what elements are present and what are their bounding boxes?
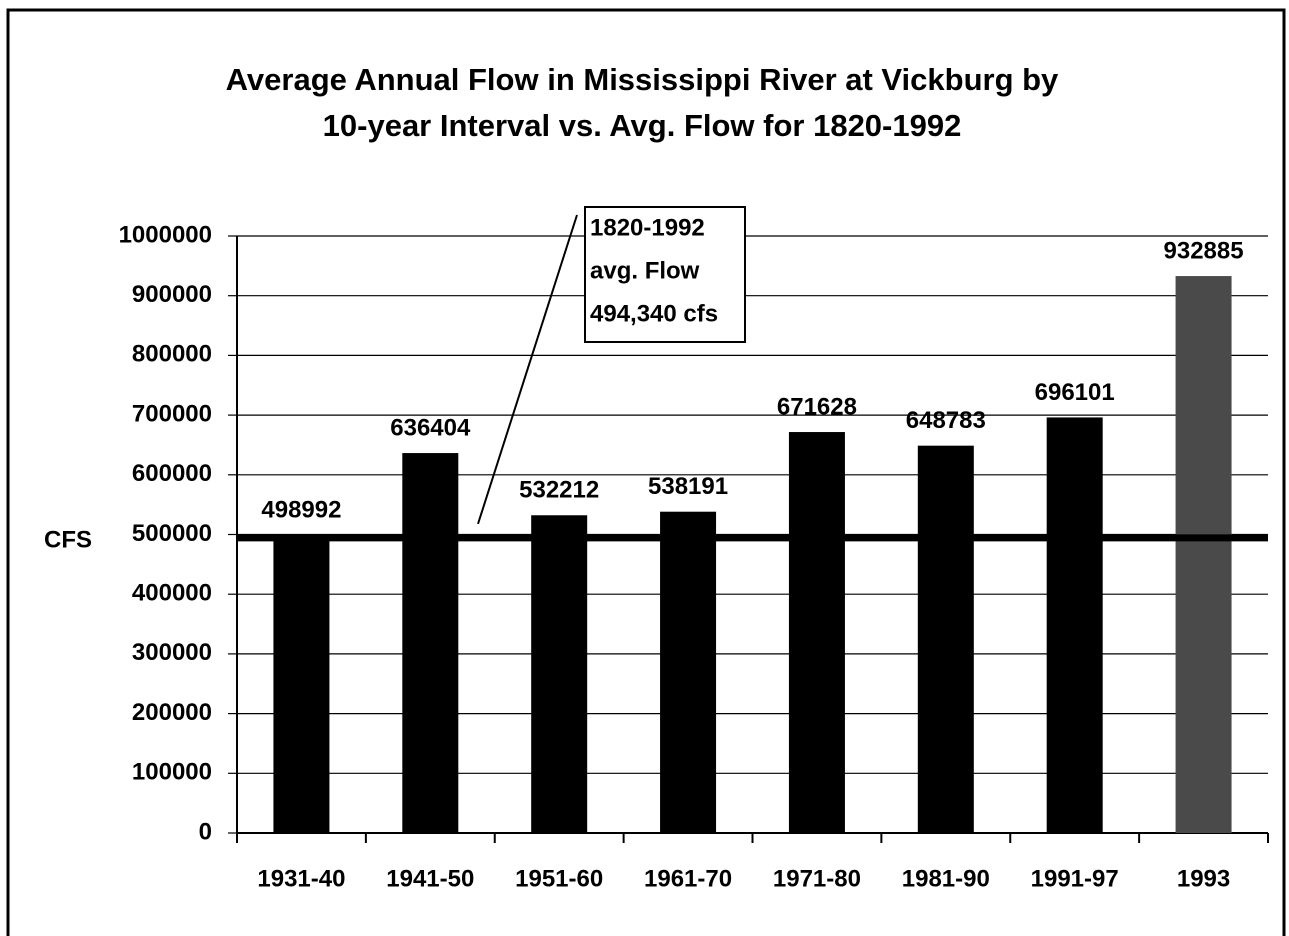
y-tick-label: 900000 <box>132 281 212 308</box>
annotation-text: 1820-1992 <box>590 214 705 241</box>
bar <box>788 432 845 833</box>
data-label: 648783 <box>906 407 986 434</box>
x-tick-label: 1991-97 <box>1031 865 1119 892</box>
bar <box>1175 276 1232 834</box>
data-label: 498992 <box>261 496 341 523</box>
data-label: 538191 <box>648 473 728 500</box>
chart-title: Average Annual Flow in Mississippi River… <box>226 62 1059 97</box>
y-axis-label: CFS <box>44 526 92 553</box>
bar <box>917 445 974 833</box>
chart-title: 10-year Interval vs. Avg. Flow for 1820-… <box>323 108 962 143</box>
x-tick-label: 1993 <box>1177 865 1230 892</box>
y-tick-label: 400000 <box>132 580 212 607</box>
y-tick-label: 800000 <box>132 341 212 368</box>
bar <box>660 511 717 833</box>
y-tick-label: 300000 <box>132 639 212 666</box>
y-tick-label: 600000 <box>132 460 212 487</box>
data-label: 636404 <box>390 414 471 441</box>
data-label: 671628 <box>777 393 857 420</box>
annotation-box <box>584 206 746 343</box>
y-tick-label: 200000 <box>132 699 212 726</box>
y-tick-label: 700000 <box>132 400 212 427</box>
bar <box>273 535 330 833</box>
data-label: 532212 <box>519 477 599 504</box>
x-tick-label: 1971-80 <box>773 865 861 892</box>
x-tick-label: 1941-50 <box>386 865 474 892</box>
y-tick-label: 0 <box>199 818 212 845</box>
bar <box>531 515 588 833</box>
annotation-pointer <box>477 214 578 525</box>
y-tick-label: 1000000 <box>119 221 212 248</box>
y-tick-label: 100000 <box>132 759 212 786</box>
annotation-text: 494,340 cfs <box>590 300 718 327</box>
x-tick-label: 1951-60 <box>515 865 603 892</box>
data-label: 932885 <box>1164 237 1244 264</box>
x-tick-label: 1931-40 <box>257 865 345 892</box>
annotation-text: avg. Flow <box>590 257 700 284</box>
x-tick-label: 1961-70 <box>644 865 732 892</box>
bar <box>402 453 459 833</box>
bar <box>1046 417 1103 833</box>
x-tick-label: 1981-90 <box>902 865 990 892</box>
y-tick-label: 500000 <box>132 520 212 547</box>
frame <box>6 8 1286 936</box>
data-label: 696101 <box>1035 379 1115 406</box>
